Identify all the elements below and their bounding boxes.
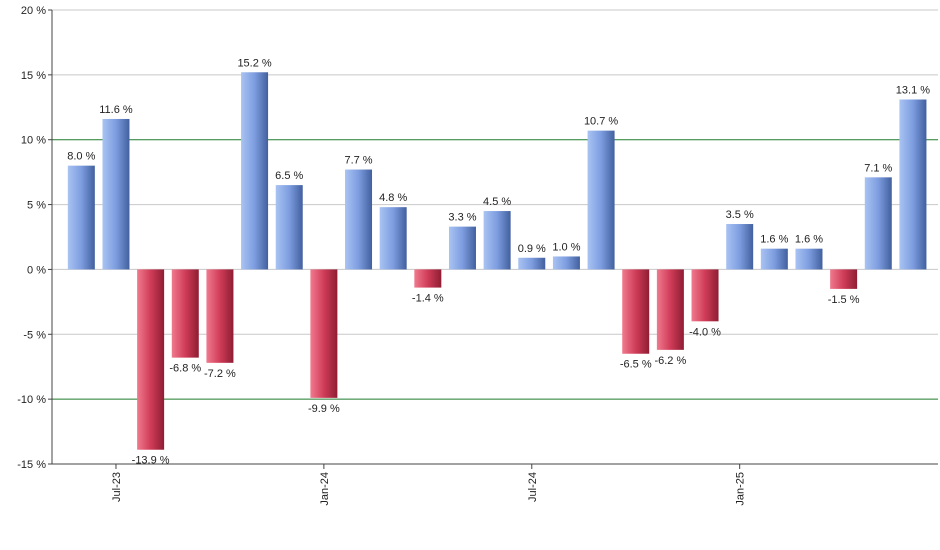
bar-positive <box>518 257 546 270</box>
bar-positive <box>241 72 269 270</box>
bar-negative <box>171 269 199 358</box>
bar-negative <box>691 269 719 322</box>
y-tick-label: 0 % <box>27 264 46 276</box>
bar-positive <box>275 185 303 270</box>
bar-value-label: 0.9 % <box>518 243 546 255</box>
bar-value-label: 4.8 % <box>379 192 407 204</box>
bar-value-label: -7.2 % <box>204 368 236 380</box>
bar-value-label: 1.6 % <box>760 234 788 246</box>
bar-value-label: 3.3 % <box>448 212 476 224</box>
bar-value-label: 10.7 % <box>584 116 618 128</box>
bar-positive <box>726 224 754 270</box>
bar-value-label: -6.2 % <box>654 355 686 367</box>
bar-value-label: 13.1 % <box>896 85 930 97</box>
bar-value-label: 7.1 % <box>864 162 892 174</box>
bar-positive <box>379 207 407 270</box>
bar-positive <box>67 165 95 270</box>
y-tick-label: 20 % <box>21 5 46 17</box>
x-tick-label: Jul-23 <box>111 472 123 502</box>
bar-value-label: 15.2 % <box>237 57 271 69</box>
bar-positive <box>795 248 823 270</box>
bar-value-label: 8.0 % <box>67 151 95 163</box>
bar-negative <box>414 269 442 288</box>
bar-positive <box>864 177 892 270</box>
bar-positive <box>345 169 373 270</box>
bar-value-label: -1.4 % <box>412 293 444 305</box>
value-labels: 8.0 % 11.6 % -13.9 % -6.8 % -7.2 % 15.2 % 6.5 … <box>67 57 930 466</box>
y-tick-label: 10 % <box>21 135 46 147</box>
bar-value-label: 6.5 % <box>275 170 303 182</box>
x-tick-label: Jul-24 <box>527 472 539 502</box>
y-tick-label: -15 % <box>17 459 46 471</box>
bar-value-label: 1.0 % <box>552 241 580 253</box>
bar-value-label: 3.5 % <box>726 209 754 221</box>
y-tick-label: -10 % <box>17 394 46 406</box>
y-tick-label: -5 % <box>23 329 46 341</box>
bar-value-label: 1.6 % <box>795 234 823 246</box>
y-tick-label: 15 % <box>21 70 46 82</box>
axes: 20 % 15 % 10 % 5 % 0 % -5 % -10 % -15 % Jul-23 Ja… <box>17 5 938 506</box>
bar-value-label: -6.5 % <box>620 359 652 371</box>
bar-value-label: -6.8 % <box>169 363 201 375</box>
bar-positive <box>899 99 927 270</box>
bar-negative <box>206 269 234 363</box>
bar-positive <box>587 130 615 270</box>
bar-value-label: 4.5 % <box>483 196 511 208</box>
bar-negative <box>137 269 165 450</box>
bar-negative <box>622 269 650 354</box>
reference-lines <box>52 139 938 400</box>
bar-value-label: -13.9 % <box>132 455 170 467</box>
bar-negative <box>310 269 338 398</box>
bar-positive <box>552 256 580 270</box>
bar-value-label: 11.6 % <box>99 104 133 116</box>
bar-positive <box>448 226 476 270</box>
bar-value-label: -9.9 % <box>308 403 340 415</box>
bar-value-label: -4.0 % <box>689 326 721 338</box>
y-tick-label: 5 % <box>27 200 46 212</box>
bars <box>67 72 927 450</box>
bar-negative <box>830 269 858 289</box>
bar-value-label: 7.7 % <box>344 155 372 167</box>
bar-positive <box>760 248 788 270</box>
x-tick-label: Jan-25 <box>735 472 747 506</box>
bar-positive <box>483 211 511 270</box>
bar-negative <box>656 269 684 350</box>
x-tick-label: Jan-24 <box>319 472 331 506</box>
bar-value-label: -1.5 % <box>828 294 860 306</box>
bar-positive <box>102 118 130 270</box>
